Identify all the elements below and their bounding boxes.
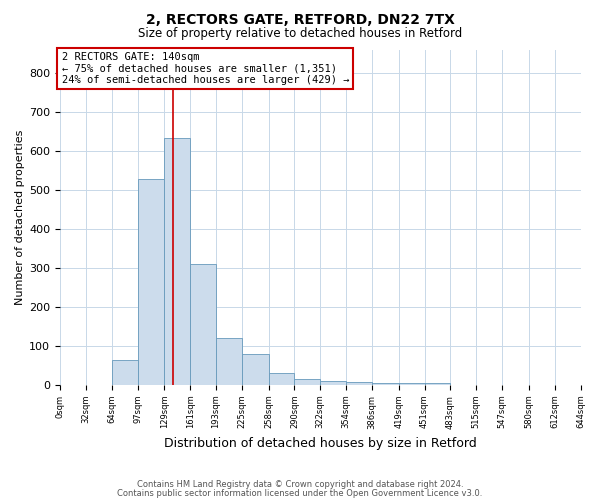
Bar (112, 360, 139, 385)
Bar (190, 264, 216, 385)
Bar (346, 382, 372, 385)
Text: Size of property relative to detached houses in Retford: Size of property relative to detached ho… (138, 28, 462, 40)
Bar (269, 374, 295, 385)
Bar (398, 383, 425, 385)
Bar (216, 338, 242, 385)
Y-axis label: Number of detached properties: Number of detached properties (15, 130, 25, 305)
Bar (164, 138, 190, 385)
X-axis label: Distribution of detached houses by size in Retford: Distribution of detached houses by size … (164, 437, 476, 450)
Text: 2 RECTORS GATE: 140sqm
← 75% of detached houses are smaller (1,351)
24% of semi-: 2 RECTORS GATE: 140sqm ← 75% of detached… (62, 52, 349, 85)
Text: Contains public sector information licensed under the Open Government Licence v3: Contains public sector information licen… (118, 488, 482, 498)
Bar (372, 383, 398, 385)
Bar (425, 383, 451, 385)
Text: 2, RECTORS GATE, RETFORD, DN22 7TX: 2, RECTORS GATE, RETFORD, DN22 7TX (146, 12, 454, 26)
Bar (320, 381, 346, 385)
Bar (139, 178, 164, 385)
Text: Contains HM Land Registry data © Crown copyright and database right 2024.: Contains HM Land Registry data © Crown c… (137, 480, 463, 489)
Bar (242, 354, 269, 385)
Bar (295, 379, 320, 385)
